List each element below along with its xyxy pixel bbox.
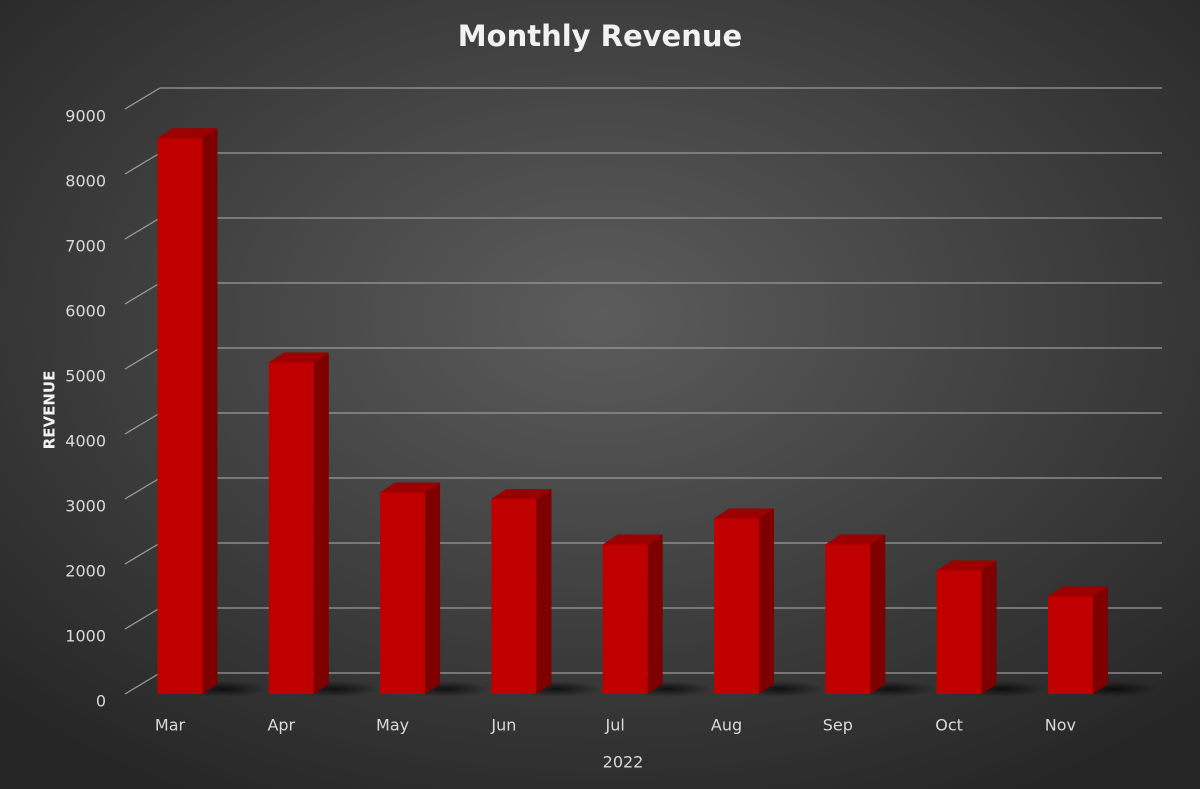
y-tick-label: 2000 <box>65 562 106 581</box>
y-tick-label: 4000 <box>65 432 106 451</box>
grid-segment <box>124 607 161 630</box>
y-tick-label: 8000 <box>65 172 106 191</box>
bar-side <box>870 534 886 694</box>
x-tick-label: Oct <box>935 716 963 735</box>
x-tick-label: Mar <box>155 716 186 735</box>
grid-line <box>124 282 1162 305</box>
bar-front <box>1047 596 1093 694</box>
grid-segment <box>124 672 161 695</box>
grid-segment <box>124 412 161 435</box>
bar <box>936 560 997 694</box>
bar-side <box>1092 586 1108 694</box>
bar-front <box>268 362 314 694</box>
bar-top <box>157 128 218 139</box>
bar <box>157 128 218 694</box>
bar-top <box>491 489 552 499</box>
bar-side <box>425 482 441 694</box>
grid-segment <box>124 87 161 110</box>
bar-top <box>936 560 997 571</box>
bar-front <box>380 492 426 694</box>
y-tick-label: 6000 <box>65 302 106 321</box>
x-tick-label: Jun <box>490 716 516 735</box>
x-tick-label: May <box>376 716 409 735</box>
bar <box>1047 586 1108 694</box>
grid-line <box>124 152 1162 175</box>
bar-front <box>491 499 537 694</box>
grid-segment <box>124 282 161 305</box>
x-tick-label: Sep <box>823 716 853 735</box>
y-tick-label: 3000 <box>65 497 106 516</box>
bar-side <box>647 534 663 694</box>
bar <box>714 508 774 694</box>
bar-side <box>981 560 997 694</box>
bar <box>602 534 663 694</box>
bar-front <box>602 544 648 694</box>
y-tick-label: 5000 <box>65 367 106 386</box>
x-tick-label: Aug <box>711 716 742 735</box>
grid-segment <box>124 542 161 565</box>
bar-side <box>759 508 774 694</box>
bar-front <box>157 138 203 694</box>
bar <box>380 482 441 694</box>
bar-side <box>313 352 329 694</box>
grid-line <box>124 217 1162 240</box>
y-tick-label: 7000 <box>65 237 106 256</box>
x-tick-label: Nov <box>1045 716 1076 735</box>
chart-title: Monthly Revenue <box>458 19 742 53</box>
bar-top <box>602 534 663 545</box>
grid-line <box>124 347 1162 370</box>
x-tick-label: Jul <box>605 716 625 735</box>
bar <box>825 534 886 694</box>
bar-front <box>936 570 982 694</box>
y-tick-label: 1000 <box>65 627 106 646</box>
bar-front <box>714 518 759 694</box>
bar-top <box>268 352 329 363</box>
bar-top <box>380 482 441 493</box>
bar-top <box>714 508 774 519</box>
grid-line <box>124 87 1162 110</box>
grid-segment <box>124 152 161 175</box>
bar-side <box>536 489 552 694</box>
y-tick-label: 0 <box>96 692 106 711</box>
bar-top <box>1047 586 1108 597</box>
bar-side <box>202 128 218 694</box>
y-tick-label: 9000 <box>65 107 106 126</box>
x-tick-label: Apr <box>267 716 295 735</box>
bar-front <box>825 544 871 694</box>
bar-top <box>825 534 886 545</box>
grid-segment <box>124 477 161 500</box>
bar <box>268 352 329 694</box>
x-axis-label: 2022 <box>603 753 644 772</box>
bar <box>491 489 552 694</box>
y-axis-label: REVENUE <box>41 371 59 450</box>
grid-segment <box>124 217 161 240</box>
grid-segment <box>124 347 161 370</box>
